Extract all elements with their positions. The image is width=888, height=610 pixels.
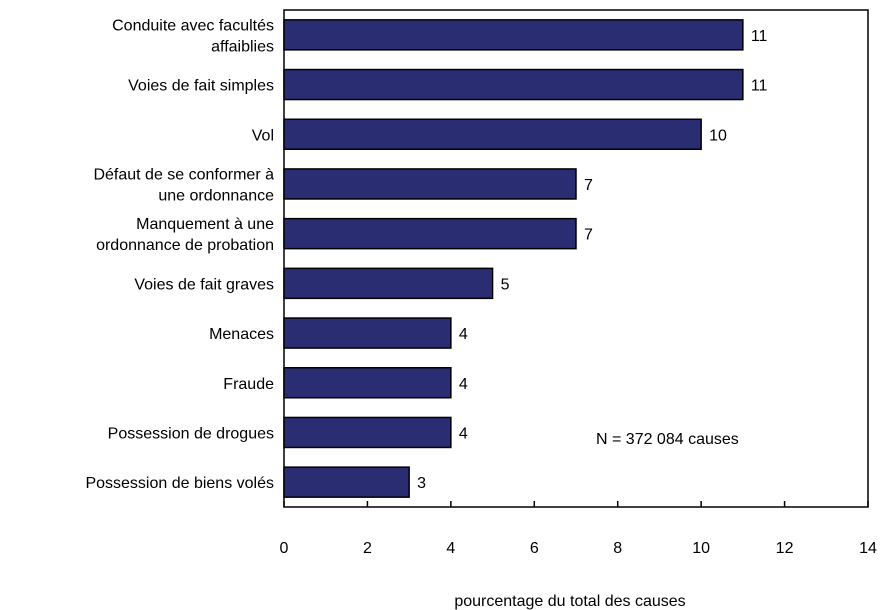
value-label-3: 7	[584, 177, 593, 194]
sample-size-annotation: N = 372 084 causes	[596, 431, 739, 448]
category-label-line: affaiblies	[211, 38, 274, 55]
bar-9	[283, 466, 410, 498]
value-label-8: 4	[459, 425, 468, 442]
category-label-line: une ordonnance	[158, 187, 274, 204]
x-tick-label-1: 2	[363, 540, 372, 557]
category-label-5: Voies de fait graves	[134, 276, 274, 293]
value-label-9: 3	[417, 475, 426, 492]
category-label-line: Défaut de se conformer à	[93, 166, 274, 183]
x-axis-ticks-group: 0 2 4 6 8 10 12 14	[280, 501, 877, 557]
value-label-1: 11	[751, 78, 768, 95]
category-label-line: Manquement à une	[136, 216, 274, 233]
plot-frame	[283, 9, 869, 508]
value-label-2: 10	[709, 127, 727, 144]
category-label-line: Possession de biens volés	[85, 475, 274, 492]
bar-6	[283, 317, 452, 349]
category-label-4: Manquement à une ordonnance de probation	[96, 216, 274, 254]
category-label-line: Conduite avec facultés	[112, 17, 274, 34]
x-axis-title: pourcentage du total des causes	[454, 593, 685, 610]
bar-4	[283, 217, 577, 250]
x-tick-label-4: 8	[613, 540, 622, 557]
category-label-line: ordonnance de probation	[96, 237, 274, 254]
category-label-3: Défaut de se conformer à une ordonnance	[93, 166, 274, 204]
x-tick-label-0: 0	[280, 540, 289, 557]
value-label-6: 4	[459, 326, 468, 343]
x-tick-label-7: 14	[859, 540, 877, 557]
bar-0	[283, 19, 744, 51]
x-tick-label-5: 10	[692, 540, 710, 557]
category-label-line: Menaces	[209, 326, 274, 343]
value-label-4: 7	[584, 227, 593, 244]
category-label-line: Voies de fait graves	[134, 276, 274, 293]
x-tick-label-2: 4	[446, 540, 455, 557]
category-label-line: Fraude	[223, 376, 274, 393]
category-labels-group: Conduite avec facultés affaiblies Voies de…	[85, 17, 274, 492]
bars-group	[283, 19, 744, 498]
value-label-5: 5	[501, 276, 510, 293]
x-tick-label-6: 12	[776, 540, 794, 557]
category-label-line: Possession de drogues	[108, 425, 274, 442]
bar-7	[283, 367, 452, 399]
bar-5	[283, 267, 494, 300]
value-label-0: 11	[751, 28, 768, 45]
category-label-line: Voies de fait simples	[128, 78, 274, 95]
category-label-2: Vol	[252, 127, 274, 144]
bar-8	[283, 416, 452, 449]
bar-1	[283, 68, 744, 101]
value-label-7: 4	[459, 376, 468, 393]
x-tick-label-3: 6	[530, 540, 539, 557]
category-label-6: Menaces	[209, 326, 274, 343]
category-label-0: Conduite avec facultés affaiblies	[112, 17, 274, 55]
category-label-9: Possession de biens volés	[85, 475, 274, 492]
bar-3	[283, 168, 577, 200]
category-label-line: Vol	[252, 127, 274, 144]
category-label-7: Fraude	[223, 376, 274, 393]
bar-2	[283, 118, 702, 150]
value-labels-group: 11 11 10 7 7 5 4 4 4 3	[417, 28, 767, 492]
category-label-8: Possession de drogues	[108, 425, 274, 442]
category-label-1: Voies de fait simples	[128, 78, 274, 95]
